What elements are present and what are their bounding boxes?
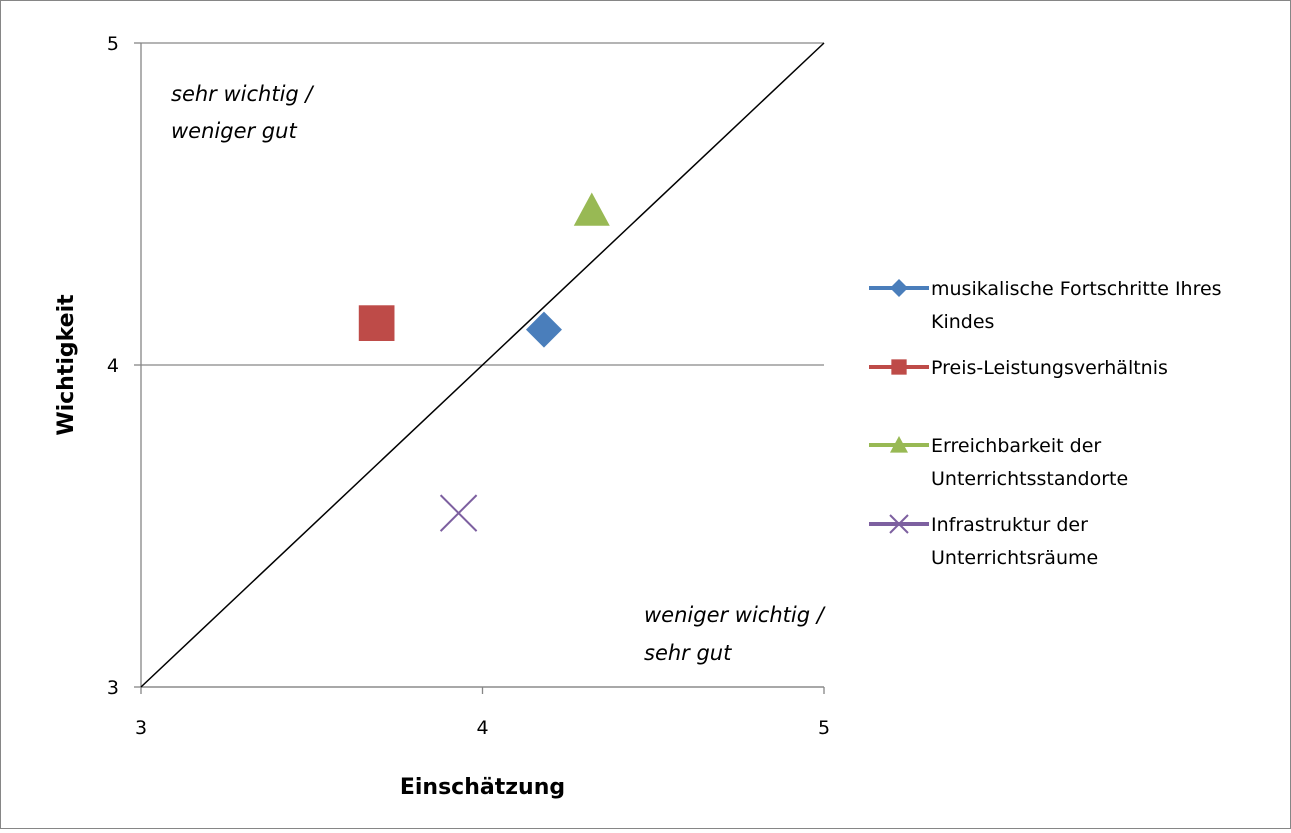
reference-diagonal bbox=[140, 42, 825, 688]
data-point-diamond bbox=[525, 311, 562, 348]
legend-marker-diamond bbox=[890, 279, 908, 297]
x-axis-title: Einschätzung bbox=[400, 775, 565, 800]
legend-label: Erreichbarkeit der bbox=[931, 435, 1101, 457]
legend-marker-square bbox=[891, 359, 907, 375]
legend-label: Kindes bbox=[931, 311, 994, 333]
annotation-bottom-right: sehr gut bbox=[644, 641, 732, 665]
legend-label: Unterrichtsräume bbox=[931, 547, 1098, 569]
y-tick-label: 4 bbox=[107, 355, 119, 377]
legend-label: Infrastruktur der bbox=[931, 514, 1088, 536]
legend-item: Preis-Leistungsverhältnis bbox=[869, 357, 1168, 379]
legend-marker-triangle bbox=[890, 436, 908, 453]
annotation-top-left: weniger gut bbox=[171, 119, 297, 143]
y-tick-label: 5 bbox=[107, 33, 119, 55]
annotations: sehr wichtig / weniger gut weniger wichtig… bbox=[171, 82, 826, 665]
legend-marker-x bbox=[889, 514, 909, 534]
x-tick-label: 4 bbox=[476, 717, 488, 739]
data-point-square bbox=[358, 305, 395, 341]
y-tick-label: 3 bbox=[107, 677, 119, 699]
data-point-triangle bbox=[573, 192, 610, 226]
y-axis-title: Wichtigkeit bbox=[54, 294, 79, 436]
annotation-bottom-right: weniger wichtig / bbox=[644, 603, 826, 627]
legend-item: musikalische Fortschritte Ihres Kindes bbox=[869, 278, 1222, 333]
legend-item: Erreichbarkeit der Unterrichtsstandorte bbox=[869, 435, 1128, 490]
legend-label: Preis-Leistungsverhältnis bbox=[931, 357, 1168, 379]
annotation-top-left: sehr wichtig / bbox=[171, 82, 314, 106]
legend: musikalische Fortschritte Ihres Kindes Pre… bbox=[869, 278, 1222, 569]
data-points bbox=[358, 192, 610, 532]
legend-label: musikalische Fortschritte Ihres bbox=[931, 278, 1222, 300]
legend-item: Infrastruktur der Unterrichtsräume bbox=[869, 514, 1098, 569]
legend-label: Unterrichtsstandorte bbox=[931, 468, 1128, 490]
x-tick-label: 3 bbox=[135, 717, 147, 739]
x-tick-label: 5 bbox=[818, 717, 830, 739]
data-point-x bbox=[439, 494, 478, 532]
diagonal-line bbox=[140, 42, 825, 688]
axes: 3 4 5 3 4 5 bbox=[107, 33, 830, 739]
